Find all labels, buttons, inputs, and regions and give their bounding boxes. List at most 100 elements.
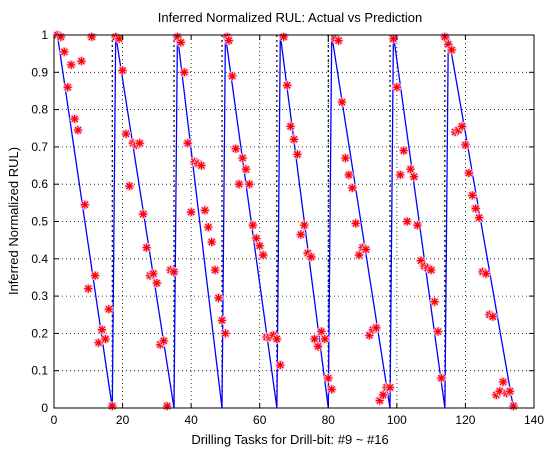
prediction-point bbox=[59, 46, 70, 57]
x-tick-label: 40 bbox=[184, 413, 198, 427]
prediction-star bbox=[468, 191, 477, 200]
prediction-star bbox=[118, 66, 127, 75]
prediction-point bbox=[446, 44, 457, 55]
chart-title: Inferred Normalized RUL: Actual vs Predi… bbox=[158, 10, 422, 25]
prediction-star bbox=[238, 154, 247, 163]
prediction-point bbox=[316, 326, 327, 337]
prediction-star bbox=[355, 251, 364, 260]
prediction-star bbox=[413, 221, 422, 230]
y-tick-label: 1 bbox=[41, 28, 48, 42]
predicted-rul-series bbox=[52, 30, 519, 412]
prediction-point bbox=[251, 233, 262, 244]
prediction-point bbox=[86, 31, 97, 42]
prediction-star bbox=[458, 122, 466, 131]
prediction-star bbox=[434, 327, 442, 336]
prediction-point bbox=[354, 250, 365, 261]
prediction-star bbox=[77, 57, 86, 66]
prediction-point bbox=[295, 229, 306, 240]
prediction-point bbox=[227, 71, 238, 82]
prediction-point bbox=[121, 128, 131, 139]
prediction-star bbox=[80, 200, 89, 209]
x-tick-label: 20 bbox=[116, 413, 130, 427]
prediction-star bbox=[248, 221, 257, 230]
prediction-point bbox=[289, 134, 299, 145]
prediction-star bbox=[70, 114, 79, 123]
prediction-star bbox=[317, 327, 326, 336]
prediction-star bbox=[173, 32, 182, 41]
prediction-point bbox=[244, 179, 255, 190]
prediction-point bbox=[196, 160, 207, 171]
prediction-point bbox=[66, 59, 77, 70]
prediction-star bbox=[139, 210, 148, 219]
prediction-point bbox=[69, 113, 80, 124]
prediction-star bbox=[142, 243, 151, 252]
prediction-point bbox=[258, 250, 269, 261]
prediction-point bbox=[343, 169, 354, 180]
prediction-star bbox=[108, 402, 117, 411]
prediction-star bbox=[176, 38, 185, 47]
prediction-star bbox=[207, 238, 216, 247]
prediction-star bbox=[310, 334, 319, 343]
prediction-point bbox=[385, 382, 395, 393]
prediction-star bbox=[375, 396, 384, 405]
prediction-star bbox=[224, 36, 233, 45]
prediction-star bbox=[290, 135, 298, 144]
prediction-point bbox=[151, 278, 162, 289]
prediction-star bbox=[447, 45, 456, 54]
prediction-point bbox=[241, 164, 251, 175]
prediction-point bbox=[498, 376, 509, 387]
prediction-star bbox=[67, 60, 76, 69]
prediction-point bbox=[278, 31, 289, 42]
prediction-point bbox=[439, 31, 450, 42]
prediction-point bbox=[292, 149, 303, 160]
prediction-point bbox=[100, 333, 111, 344]
prediction-point bbox=[79, 199, 90, 210]
x-tick-label: 100 bbox=[387, 413, 407, 427]
axis-ticks: 0 20 40 60 80 100 120 140 0 0.1 0.2 0.3 0.4 0.5 0.6 0.7… bbox=[31, 28, 544, 427]
prediction-star bbox=[211, 265, 220, 274]
x-tick-label: 80 bbox=[322, 413, 336, 427]
prediction-point bbox=[138, 209, 149, 220]
prediction-point bbox=[337, 97, 347, 108]
y-tick-label: 0.5 bbox=[31, 215, 48, 229]
prediction-point bbox=[388, 33, 399, 44]
prediction-star bbox=[163, 402, 172, 411]
prediction-point bbox=[395, 169, 406, 180]
prediction-point bbox=[487, 311, 498, 322]
prediction-star bbox=[506, 387, 514, 396]
prediction-point bbox=[319, 333, 330, 344]
prediction-point bbox=[405, 164, 416, 175]
prediction-star bbox=[156, 340, 165, 349]
prediction-point bbox=[230, 143, 241, 154]
prediction-point bbox=[323, 373, 334, 384]
prediction-point bbox=[124, 181, 135, 192]
prediction-star bbox=[351, 219, 360, 228]
prediction-star bbox=[98, 325, 106, 334]
prediction-point bbox=[175, 37, 186, 48]
prediction-point bbox=[333, 35, 344, 46]
prediction-point bbox=[213, 292, 224, 303]
prediction-star bbox=[279, 32, 288, 41]
prediction-star bbox=[245, 180, 254, 189]
prediction-star bbox=[509, 402, 518, 411]
prediction-star bbox=[276, 361, 285, 370]
prediction-point bbox=[158, 335, 169, 346]
prediction-star bbox=[392, 83, 401, 92]
x-tick-label: 60 bbox=[253, 413, 267, 427]
prediction-star bbox=[242, 165, 250, 174]
prediction-point bbox=[474, 212, 485, 223]
prediction-star bbox=[60, 47, 69, 56]
prediction-star bbox=[149, 269, 158, 278]
prediction-point bbox=[347, 182, 358, 193]
prediction-point bbox=[409, 171, 419, 182]
prediction-point bbox=[220, 328, 231, 339]
prediction-point bbox=[402, 216, 413, 227]
prediction-star bbox=[91, 271, 100, 280]
prediction-star bbox=[197, 161, 206, 170]
prediction-star bbox=[235, 180, 244, 189]
prediction-star bbox=[56, 32, 65, 41]
prediction-point bbox=[505, 386, 515, 397]
y-tick-label: 0.8 bbox=[31, 103, 48, 117]
prediction-star bbox=[444, 40, 453, 49]
prediction-point bbox=[141, 242, 152, 253]
